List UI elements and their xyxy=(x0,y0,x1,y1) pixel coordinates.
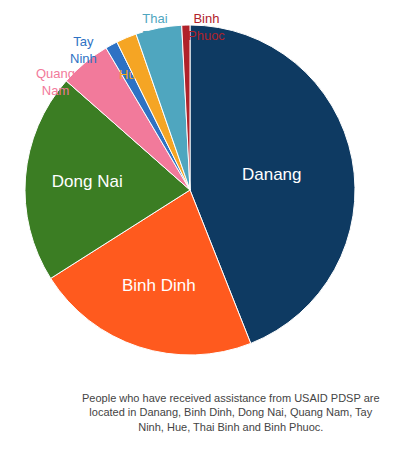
svg-text:People who have received assis: People who have received assistance from… xyxy=(82,392,380,433)
svg-text:Dong Nai: Dong Nai xyxy=(52,172,123,191)
svg-text:ThaiBinh: ThaiBinh xyxy=(142,11,168,43)
svg-text:Binh Dinh: Binh Dinh xyxy=(122,276,196,295)
svg-text:Hue: Hue xyxy=(119,67,143,82)
svg-text:Danang: Danang xyxy=(242,165,302,184)
svg-text:QuangNam: QuangNam xyxy=(36,66,75,98)
svg-text:BinhPhuoc: BinhPhuoc xyxy=(188,11,225,43)
svg-text:TayNinh: TayNinh xyxy=(70,34,97,66)
